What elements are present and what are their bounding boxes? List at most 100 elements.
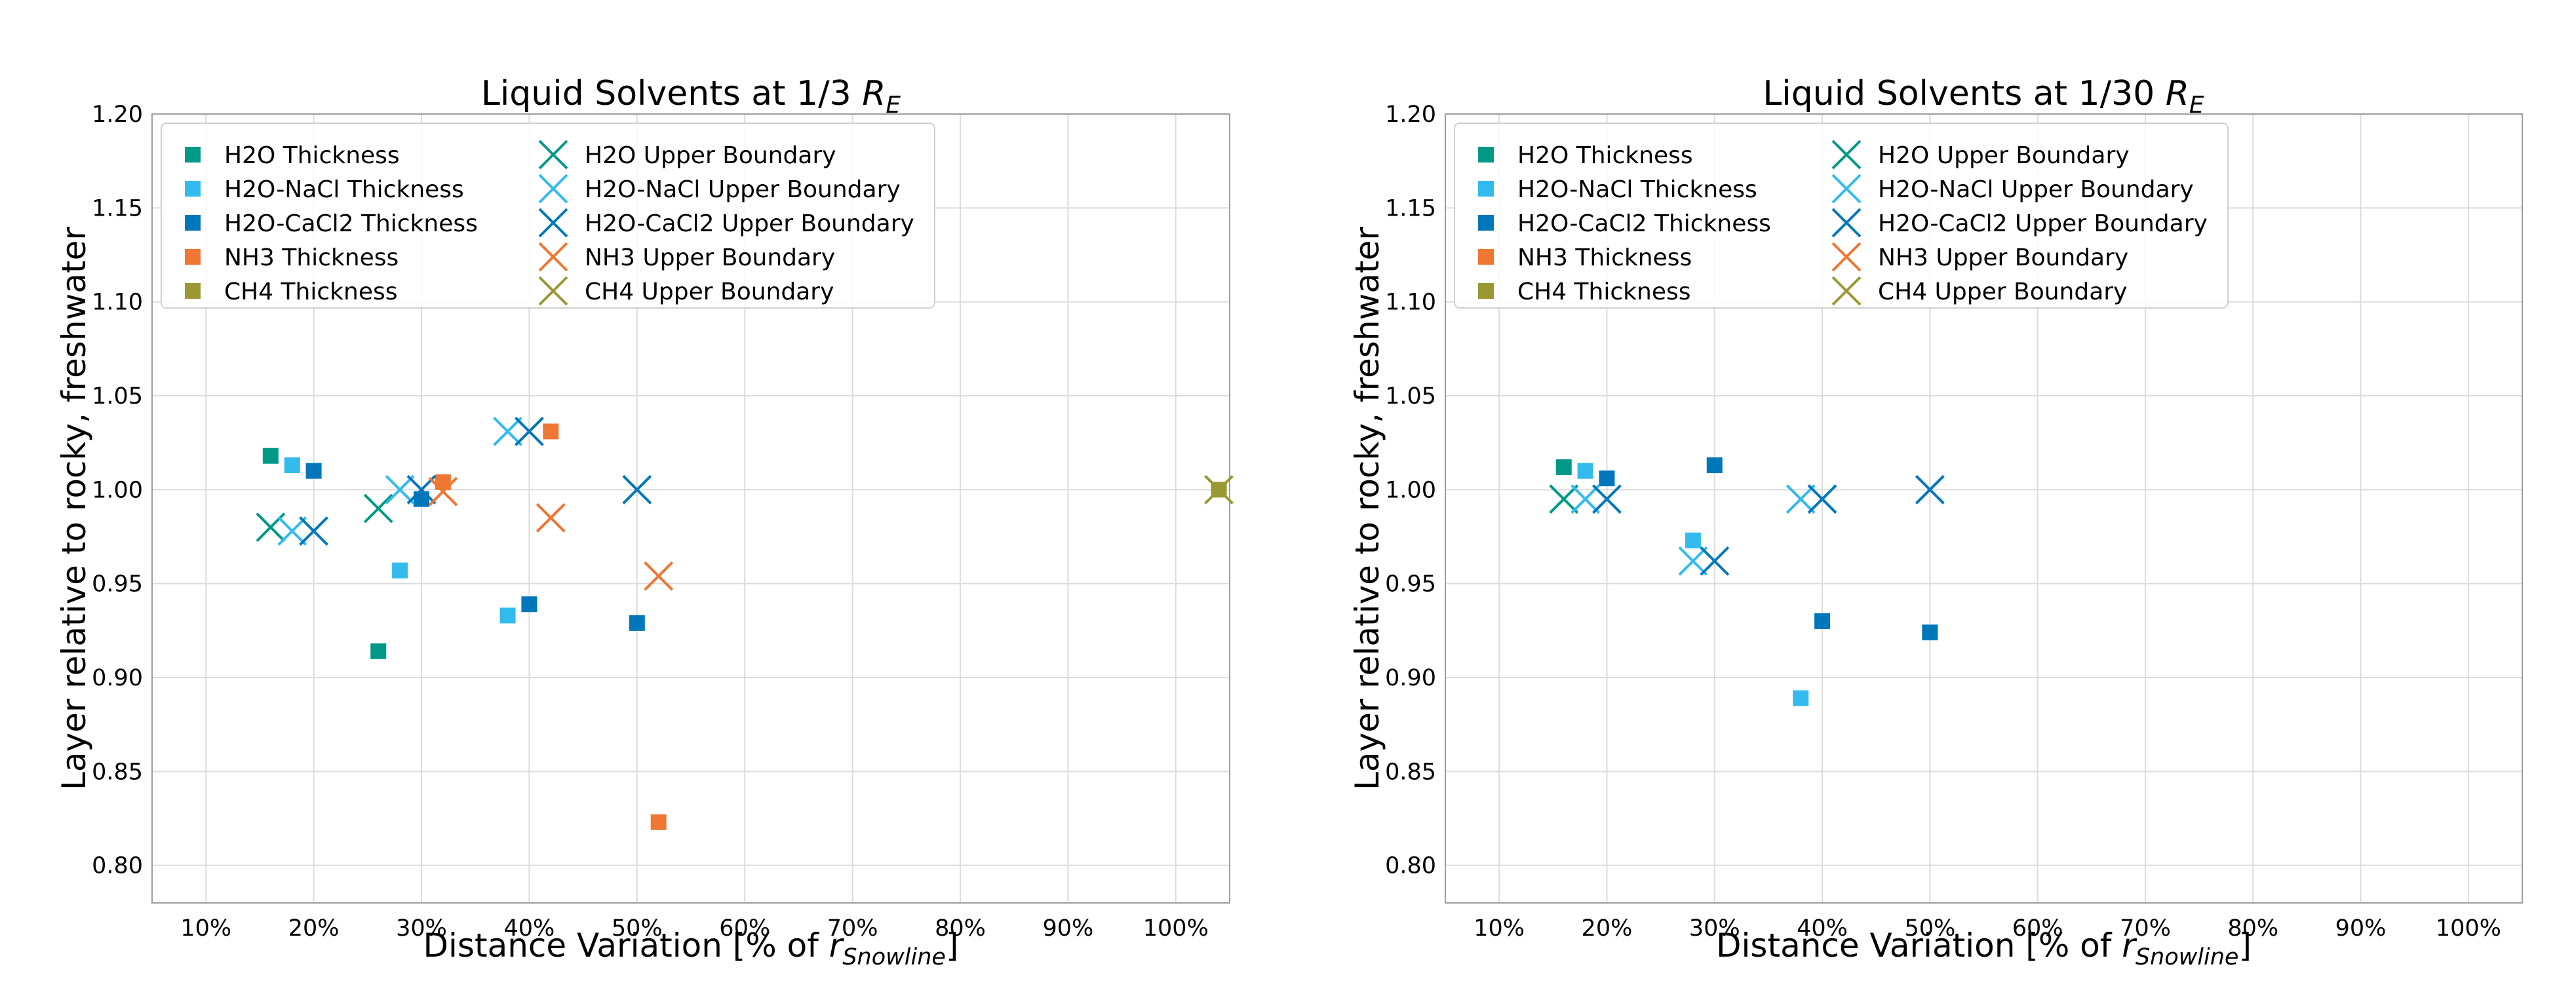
legend-marker-x xyxy=(1831,174,1862,204)
legend-label: H2O Thickness xyxy=(1517,142,1693,169)
legend-entry: H2O Upper Boundary xyxy=(1831,140,2130,170)
legend-label: NH3 Upper Boundary xyxy=(1878,244,2128,271)
panel-1: 10% 20% 30% 40% 50% 60% 70% 80% 90% 100% 0.80 0.85 0… xyxy=(55,74,1234,970)
legend-marker-square xyxy=(1478,215,1494,231)
legend-entry: H2O-CaCl2 Thickness xyxy=(1478,210,1771,237)
legend-entry: CH4 Upper Boundary xyxy=(538,276,834,306)
data-point-x-stroke-b xyxy=(644,561,674,591)
legend-label: H2O Upper Boundary xyxy=(1878,142,2130,169)
data-point-square xyxy=(1814,613,1831,629)
legend-marker-x-stroke-b xyxy=(1831,208,1862,238)
y-tick-label: 1.20 xyxy=(92,102,143,128)
legend-entry: H2O-NaCl Upper Boundary xyxy=(538,174,901,204)
data-point-x xyxy=(1204,474,1234,505)
y-tick-label: 1.10 xyxy=(1385,290,1436,316)
legend-entry: NH3 Upper Boundary xyxy=(1831,242,2128,272)
chart-title: Liquid Solvents at 1/30 RE xyxy=(1763,74,2204,119)
data-point-x xyxy=(277,516,307,546)
x-axis-label: Distance Variation [% of rSnowline] xyxy=(1716,927,2252,970)
data-point-x xyxy=(536,503,566,533)
y-tick-label: 1.00 xyxy=(92,477,143,503)
legend-label: H2O-CaCl2 Thickness xyxy=(1517,210,1771,237)
y-tick-label: 0.95 xyxy=(92,571,143,598)
data-point-x-stroke-b xyxy=(622,474,652,505)
data-point-x xyxy=(1807,484,1837,514)
x-tick-label: 30% xyxy=(396,915,447,942)
legend: H2O Thickness H2O-NaCl Thickness H2O-CaCl2… xyxy=(161,123,935,309)
legend-marker-x-stroke-b xyxy=(538,276,568,306)
y-tick-label: 0.80 xyxy=(1385,853,1436,879)
data-point-x-stroke-b xyxy=(536,503,566,533)
series-h2o-cacl2-upper-boundary xyxy=(1592,474,1945,576)
data-point-x-stroke-b xyxy=(385,474,415,505)
legend-marker-x-stroke-b xyxy=(538,140,568,170)
y-axis-label: Layer relative to rocky, freshwater xyxy=(1348,227,1386,790)
legend-entry: H2O-CaCl2 Thickness xyxy=(185,210,478,237)
x-tick-label: 50% xyxy=(1904,915,1955,942)
data-point-square xyxy=(284,457,300,474)
legend-label: H2O-NaCl Upper Boundary xyxy=(1878,176,2194,203)
legend-marker-x xyxy=(538,140,568,170)
x-tick-label: 100% xyxy=(1143,915,1209,942)
data-point-x-stroke-b xyxy=(1700,546,1730,576)
data-point-square xyxy=(1685,532,1701,548)
data-point-x-stroke-b xyxy=(1786,484,1816,514)
chart-title-symbol: R xyxy=(2166,74,2189,113)
y-tick-label: 0.95 xyxy=(1385,571,1436,598)
legend-label: H2O-CaCl2 Thickness xyxy=(224,210,478,237)
y-tick-label: 0.85 xyxy=(1385,759,1436,785)
x-tick-label: 70% xyxy=(2120,915,2171,942)
x-tick-label: 90% xyxy=(2335,915,2387,942)
data-point-square xyxy=(392,562,408,579)
data-point-x xyxy=(1700,546,1730,576)
legend-marker-x-stroke-b xyxy=(1831,276,1862,306)
legend-label: H2O-NaCl Thickness xyxy=(1517,176,1757,203)
legend-label: CH4 Thickness xyxy=(1517,278,1690,305)
legend-marker-x xyxy=(538,208,568,238)
data-point-square xyxy=(629,615,645,631)
chart-title-symbol: R xyxy=(862,74,886,113)
legend-entry: H2O-CaCl2 Upper Boundary xyxy=(538,208,914,238)
x-axis-label-text: Distance Variation [% of xyxy=(1716,927,2122,965)
legend: H2O Thickness H2O-NaCl Thickness H2O-CaCl2… xyxy=(1454,123,2229,309)
x-tick-label: 70% xyxy=(827,915,878,942)
legend-entry: CH4 Thickness xyxy=(185,278,397,305)
legend-entry: NH3 Thickness xyxy=(1478,244,1692,271)
legend-label: CH4 Thickness xyxy=(224,278,397,305)
data-point-x xyxy=(1549,484,1579,514)
x-tick-label: 20% xyxy=(288,915,340,942)
legend-label: H2O Upper Boundary xyxy=(585,142,836,169)
data-point-x-stroke-b xyxy=(1678,546,1708,576)
x-tick-label: 40% xyxy=(504,915,555,942)
y-tick-label: 0.85 xyxy=(92,759,143,785)
legend-label: H2O-NaCl Thickness xyxy=(224,176,464,203)
y-tick-label: 1.15 xyxy=(1385,195,1436,221)
y-tick-label: 1.15 xyxy=(92,195,143,221)
x-tick-label: 80% xyxy=(935,915,986,942)
data-point-x-stroke-b xyxy=(277,516,307,546)
chart-title-text: Liquid Solvents at 1/30 xyxy=(1763,74,2165,113)
legend-marker-x xyxy=(1831,276,1862,306)
data-point-square xyxy=(370,643,387,659)
data-point-square xyxy=(499,607,516,624)
data-point-x-stroke-b xyxy=(493,417,522,446)
legend-marker-x xyxy=(538,174,568,204)
x-axis-label-subscript: Snowline xyxy=(842,944,946,970)
data-point-square xyxy=(262,448,279,464)
data-point-x xyxy=(1571,484,1601,514)
legend-marker-square xyxy=(1478,147,1494,162)
series-nh3-upper-boundary xyxy=(428,476,674,591)
legend-entry: H2O Thickness xyxy=(1478,142,1693,169)
x-tick-label: 60% xyxy=(719,915,770,942)
y-tick-label: 1.05 xyxy=(92,383,143,410)
x-tick-label: 100% xyxy=(2436,915,2501,942)
data-point-square xyxy=(1599,470,1615,487)
legend-entry: CH4 Upper Boundary xyxy=(1831,276,2127,306)
legend-label: CH4 Upper Boundary xyxy=(1878,278,2127,305)
legend-marker-x-stroke-b xyxy=(1831,174,1862,204)
legend-marker-x-stroke-b xyxy=(1831,242,1862,272)
y-tick-label: 0.90 xyxy=(1385,665,1436,691)
legend-marker-square xyxy=(185,215,201,231)
data-point-x-stroke-b xyxy=(1204,474,1234,505)
